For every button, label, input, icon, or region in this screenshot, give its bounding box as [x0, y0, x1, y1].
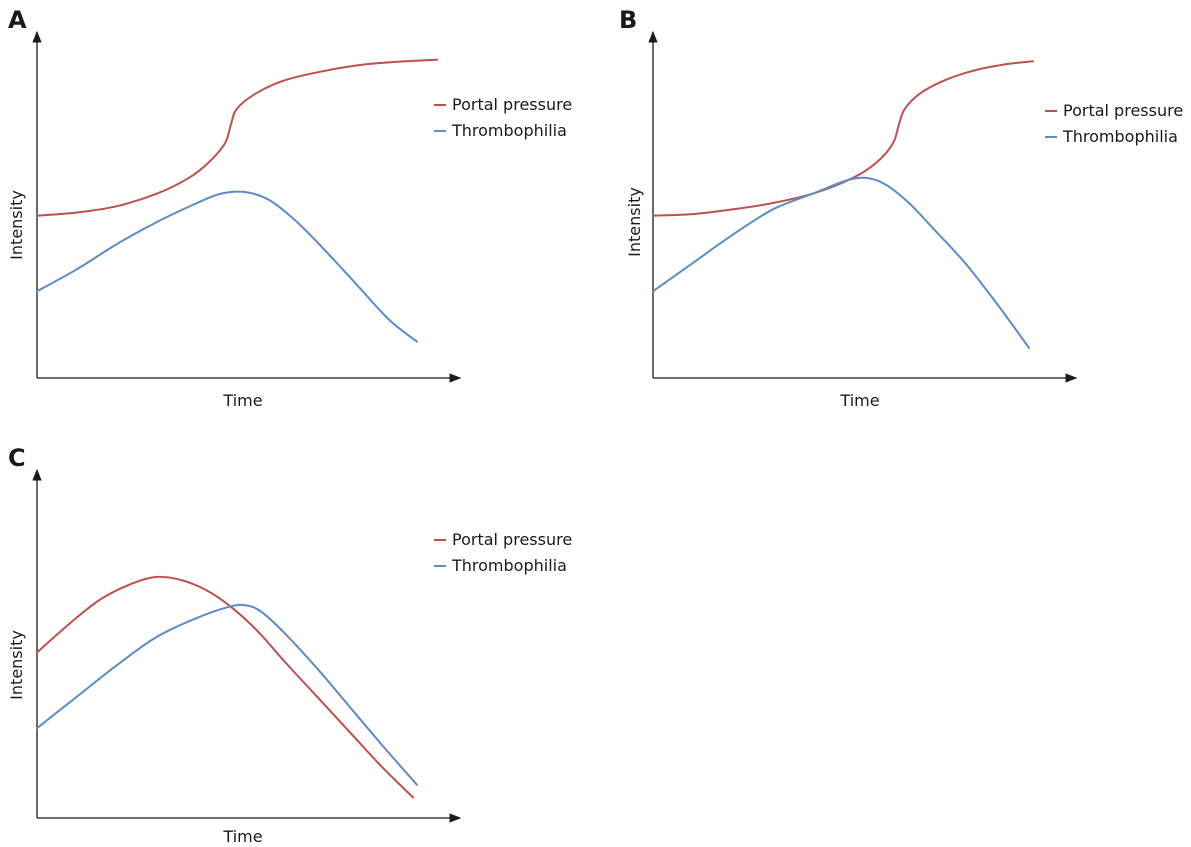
- series-line-portal-pressure: [36, 58, 438, 217]
- chart-panel-c: C Time Intensity Portal pressure Thrombophil…: [7, 444, 572, 846]
- legend-entry: Thrombophilia: [451, 121, 567, 140]
- y-axis-label: Intensity: [7, 190, 26, 260]
- series-line-thrombophilia: [36, 190, 418, 343]
- x-axis-label: Time: [839, 391, 879, 410]
- chart-panel-a: A Time Intensity Portal pressure Thrombophil…: [7, 6, 572, 410]
- panel-letter: C: [8, 444, 26, 472]
- series-line-portal-pressure: [36, 575, 414, 799]
- y-axis-label: Intensity: [7, 630, 26, 700]
- legend-entry: Portal pressure: [1063, 101, 1183, 120]
- panel-letter: A: [8, 6, 27, 34]
- legend-entry: Portal pressure: [452, 95, 572, 114]
- chart-panel-b: B Time Intensity Portal pressure Thrombophil…: [619, 6, 1183, 410]
- legend-entry: Portal pressure: [452, 530, 572, 549]
- legend-entry: Thrombophilia: [1062, 127, 1178, 146]
- legend-entry: Thrombophilia: [451, 556, 567, 575]
- x-axis-label: Time: [222, 827, 262, 846]
- panel-letter: B: [619, 6, 637, 34]
- series-line-portal-pressure: [652, 60, 1034, 217]
- y-axis-label: Intensity: [625, 187, 644, 257]
- x-axis-label: Time: [222, 391, 262, 410]
- series-line-thrombophilia: [36, 603, 418, 786]
- series-line-thrombophilia: [652, 176, 1030, 349]
